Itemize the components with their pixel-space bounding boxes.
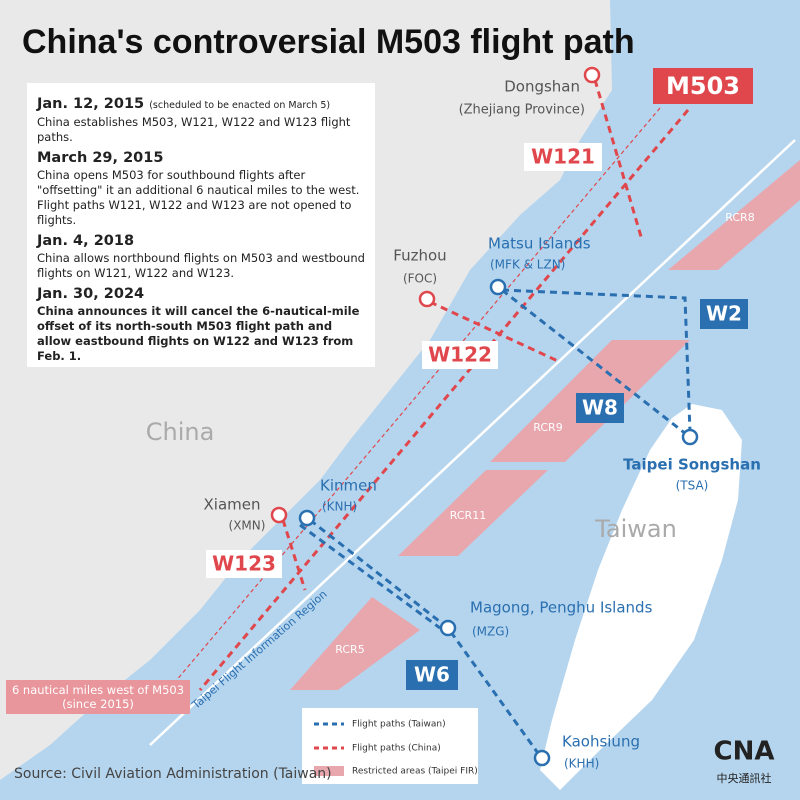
airport-marker [270,506,288,524]
timeline-text: China establishes M503, W121, W122 and W… [37,115,351,144]
route-label: W122 [428,343,492,367]
taiwan-land [540,404,742,790]
airport-marker [681,428,699,446]
airport-name: Xiamen [204,496,261,514]
restricted-area [668,160,800,270]
legend-swatch [314,766,344,776]
offset-note: 6 nautical miles west of M503 (since 201… [6,680,190,714]
airport-markers [270,66,699,767]
route-w123 [281,519,307,591]
airport-code: (TSA) [676,479,709,493]
route-label-box [406,660,458,690]
airport-code: (FOC) [403,272,437,286]
airport-code: (MZG) [472,625,509,639]
timeline-date: Jan. 30, 2024 [37,287,365,302]
route-kinmen [299,523,441,630]
airport-name: Fuzhou [393,247,446,265]
timeline-note: (scheduled to be enacted on March 5) [149,100,331,111]
airport-marker [298,509,316,527]
title: China's controversial M503 flight path [22,23,635,61]
restricted-area [398,470,548,556]
legend-label: Restricted areas (Taipei FIR) [352,767,478,777]
airport-marker [418,290,436,308]
route-label-box [576,393,624,423]
airport-name: Taipei Songshan [623,456,761,474]
airport-marker [489,278,507,296]
airport-code: (MFK & LZN) [490,258,565,272]
route-w6 [309,518,542,757]
restricted-label: RCR11 [450,509,486,522]
airport-name: Kinmen [320,477,377,495]
timeline-text: China announces it will cancel the 6-nau… [37,304,360,363]
legend-label: Flight paths (China) [352,744,441,754]
airport-marker [533,749,551,767]
timeline-date: Jan. 4, 2018 [37,234,365,249]
legend-label: Flight paths (Taiwan) [352,720,446,730]
route-m503 [198,109,690,691]
airport-code: (Zhejiang Province) [459,103,585,118]
airport-marker [439,619,457,637]
timeline-date-text: March 29, 2015 [37,150,164,166]
timeline-text: China allows northbound flights on M503 … [37,251,365,280]
airport-name: Matsu Islands [488,235,591,253]
route-label-box [700,299,748,329]
route-label: W8 [582,396,618,420]
source: Source: Civil Aviation Administration (T… [14,766,332,782]
route-label: W123 [212,552,276,576]
timeline-date: March 29, 2015 [37,151,365,166]
timeline-date-text: Jan. 12, 2015 [37,96,145,112]
airport-code: (KHH) [564,757,599,771]
airport-name: Kaohsiung [562,733,640,751]
route-label: W6 [414,663,450,687]
timeline-date-text: Jan. 30, 2024 [37,286,145,302]
route-label-box [653,68,753,104]
airport-marker [583,66,601,84]
airport-code: (KNH) [322,500,357,514]
route-w121 [593,79,644,241]
fir-label: Taipei Flight Information Region [189,588,330,713]
airport-name: Dongshan [504,78,580,96]
taiwan-routes [299,288,692,757]
route-label-box [524,143,602,171]
route-label: M503 [666,72,740,100]
timeline-text: China opens M503 for southbound flights … [37,168,360,227]
route-label-box [206,550,282,578]
route-w2 [501,288,692,433]
region-label: Taiwan [594,515,677,543]
route-w8 [501,288,687,436]
restricted-label: RCR8 [725,211,754,224]
route-label: W121 [531,145,595,169]
fir-boundary [149,139,796,746]
route-m503-offset [174,107,661,683]
airport-code: (XMN) [229,519,266,533]
region-label: China [146,418,215,446]
china-routes [174,79,690,691]
route-label-box [422,341,498,369]
airport-name: Magong, Penghu Islands [470,599,653,617]
restricted-label: RCR5 [335,643,364,656]
timeline-date-text: Jan. 4, 2018 [37,233,135,249]
timeline: Jan. 12, 2015 (scheduled to be enacted o… [27,83,375,367]
restricted-area [290,597,420,690]
route-label: W2 [706,302,742,326]
logo-mark: CNA [714,737,775,767]
timeline-date: Jan. 12, 2015 (scheduled to be enacted o… [37,97,365,113]
logo-name: 中央通訊社 [717,771,772,785]
restricted-label: RCR9 [533,421,562,434]
